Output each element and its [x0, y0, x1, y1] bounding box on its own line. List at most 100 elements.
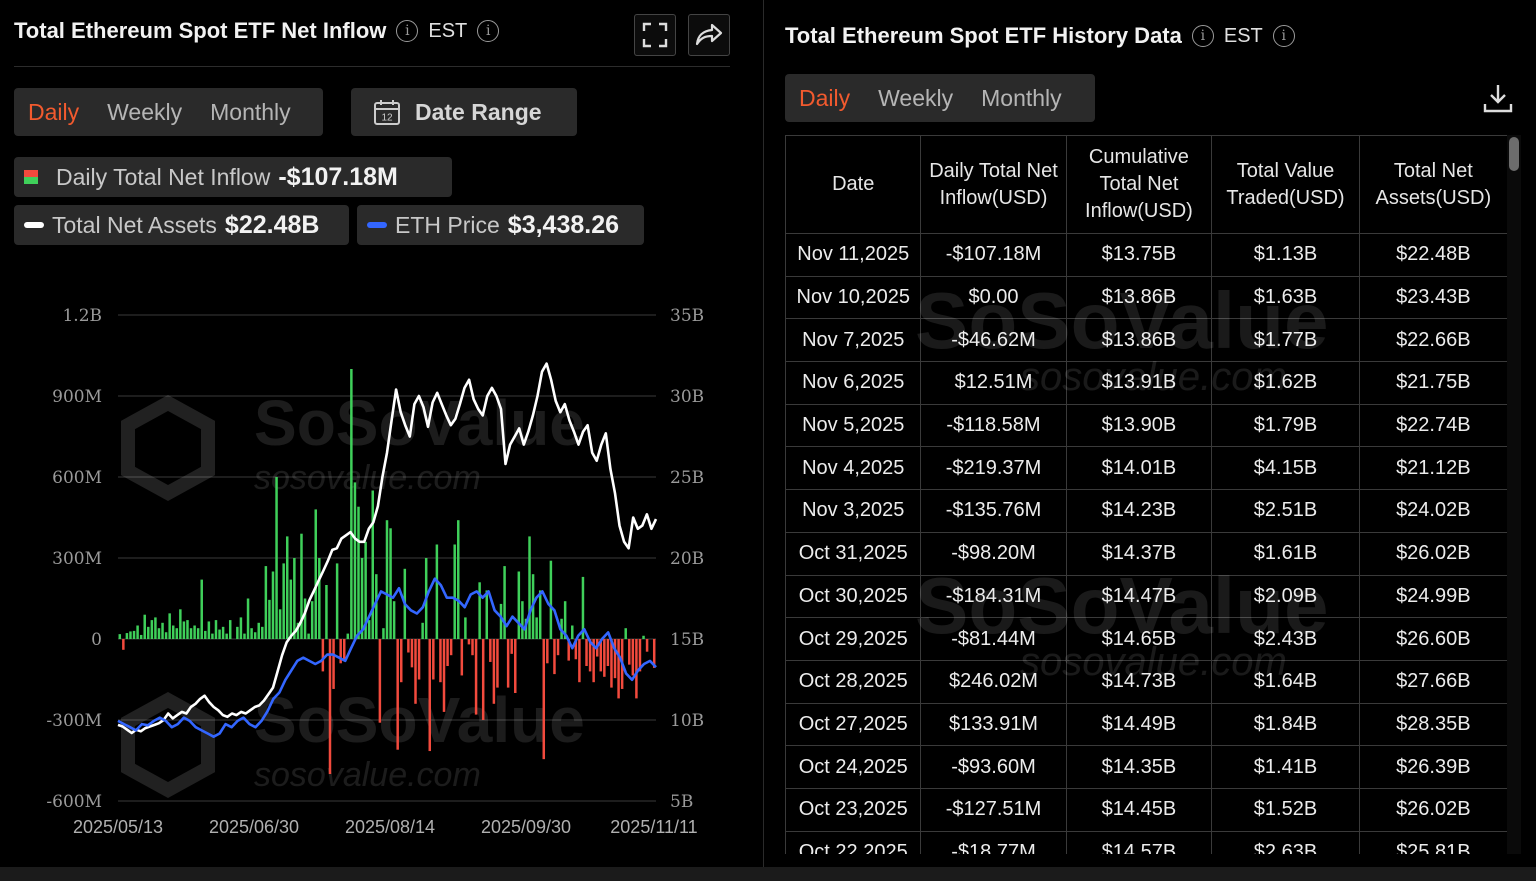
inflow-bar	[492, 639, 496, 704]
inflow-bar	[396, 639, 399, 750]
info-icon[interactable]: i	[396, 20, 419, 42]
x-tick-label: 2025/08/14	[345, 817, 435, 837]
inflow-bar	[171, 625, 175, 639]
legend-daily-inflow[interactable]: Daily Total Net Inflow -$107.18M	[14, 157, 452, 197]
tab-weekly[interactable]: Weekly	[107, 98, 183, 125]
inflow-bar	[211, 633, 214, 639]
watermark-url: sosovalue.com	[254, 756, 481, 794]
inflow-bar	[143, 614, 146, 639]
table-row[interactable]: Oct 31,2025 -$98.20M $14.37B $1.61B $26.02B	[785, 531, 1508, 576]
inflow-bar	[481, 639, 485, 720]
inflow-bar	[271, 571, 275, 639]
cell-date: Oct 30,2025	[785, 574, 922, 619]
inflow-bar	[246, 598, 250, 639]
tab-daily[interactable]: Daily	[28, 98, 80, 125]
table-row[interactable]: Nov 10,2025 $0.00 $13.86B $1.63B $23.43B	[785, 275, 1508, 320]
inflow-bar	[457, 520, 460, 639]
cell-net-assets: $25.81B	[1358, 830, 1508, 854]
cell-daily-inflow: -$81.44M	[920, 617, 1067, 661]
legend-inflow-label: Daily Total Net Inflow	[56, 163, 271, 190]
inflow-bar	[446, 639, 449, 666]
tab-weekly[interactable]: Weekly	[878, 84, 954, 111]
history-title-row: Total Ethereum Spot ETF History Data i E…	[785, 23, 1295, 49]
table-row[interactable]: Oct 30,2025 -$184.31M $14.47B $2.09B $24.99B	[785, 574, 1508, 619]
inflow-bar	[122, 639, 125, 650]
legend-total-net-assets[interactable]: Total Net Assets $22.48B	[14, 205, 349, 245]
panel-divider	[763, 0, 764, 881]
tab-monthly[interactable]: Monthly	[210, 98, 291, 125]
inflow-bar	[421, 622, 424, 639]
inflow-bar	[435, 544, 439, 639]
table-row[interactable]: Oct 23,2025 -$127.51M $14.45B $1.52B $26.02B	[785, 787, 1508, 832]
legend-assets-label: Total Net Assets	[52, 211, 217, 238]
download-icon[interactable]	[1482, 82, 1514, 114]
cell-value-traded: $1.64B	[1211, 659, 1360, 704]
cell-cumulative-inflow: $13.86B	[1065, 275, 1213, 320]
table-row[interactable]: Oct 29,2025 -$81.44M $14.65B $2.43B $26.60B	[785, 617, 1508, 661]
watermark-brand: SoSoValue	[254, 684, 585, 756]
legend-assets-value: $22.48B	[224, 210, 320, 239]
inflow-bar	[485, 590, 489, 639]
cell-value-traded: $1.52B	[1211, 787, 1360, 832]
inflow-bar	[139, 634, 143, 639]
x-tick-label: 2025/05/13	[73, 817, 163, 837]
cell-net-assets: $22.74B	[1358, 403, 1508, 448]
table-scrollbar[interactable]	[1507, 135, 1521, 854]
info-icon[interactable]: i	[1191, 25, 1214, 47]
cell-daily-inflow: $133.91M	[920, 702, 1067, 747]
inflow-bar	[496, 639, 499, 688]
share-icon[interactable]	[688, 14, 730, 56]
inflow-bar	[261, 626, 264, 639]
calendar-icon: 12	[374, 100, 400, 125]
table-row[interactable]: Oct 24,2025 -$93.60M $14.35B $1.41B $26.39B	[785, 745, 1508, 789]
scrollbar-thumb[interactable]	[1509, 137, 1519, 171]
inflow-bar	[186, 620, 189, 639]
table-row[interactable]: Nov 5,2025 -$118.58M $13.90B $1.79B $22.74B	[785, 403, 1508, 448]
tab-daily[interactable]: Daily	[799, 84, 851, 111]
info-icon[interactable]: i	[477, 20, 500, 42]
inflow-bar	[250, 628, 253, 639]
inflow-bar	[328, 639, 332, 774]
inflow-bar	[410, 639, 414, 668]
inflow-bar	[161, 622, 164, 639]
column-header-date[interactable]: Date	[785, 135, 922, 234]
inflow-bar	[360, 558, 364, 639]
cell-daily-inflow: $246.02M	[920, 659, 1067, 704]
column-header-value-traded[interactable]: Total Value Traded(USD)	[1211, 135, 1360, 234]
fullscreen-icon[interactable]	[634, 14, 676, 56]
cell-net-assets: $27.66B	[1358, 659, 1508, 704]
y-right-tick-label: 5B	[670, 792, 693, 812]
cell-daily-inflow: -$93.60M	[920, 745, 1067, 789]
table-row[interactable]: Oct 22,2025 -$18.77M $14.57B $2.63B $25.81B	[785, 830, 1508, 854]
inflow-bar	[257, 622, 260, 639]
table-row[interactable]: Oct 27,2025 $133.91M $14.49B $1.84B $28.35B	[785, 702, 1508, 747]
legend-eth-price[interactable]: ETH Price $3,438.26	[357, 205, 644, 245]
column-header-net-assets[interactable]: Total Net Assets(USD)	[1358, 135, 1508, 234]
info-icon[interactable]: i	[1272, 25, 1295, 47]
date-range-button[interactable]: 12 Date Range	[351, 88, 577, 136]
x-tick-label: 2025/11/11	[610, 817, 697, 837]
table-row[interactable]: Nov 7,2025 -$46.62M $13.86B $1.77B $22.66B	[785, 318, 1508, 363]
cell-value-traded: $1.84B	[1211, 702, 1360, 747]
column-header-daily-inflow[interactable]: Daily Total Net Inflow(USD)	[920, 135, 1067, 234]
inflow-bar	[556, 639, 560, 656]
inflow-bar	[571, 625, 574, 639]
tab-monthly[interactable]: Monthly	[981, 84, 1062, 111]
table-row[interactable]: Oct 28,2025 $246.02M $14.73B $1.64B $27.66B	[785, 659, 1508, 704]
y-right-tick-label: 15B	[670, 630, 704, 650]
table-row[interactable]: Nov 11,2025 -$107.18M $13.75B $1.13B $22.48B	[785, 233, 1508, 277]
table-row[interactable]: Nov 3,2025 -$135.76M $14.23B $2.51B $24.02B	[785, 489, 1508, 533]
assets-legend-line	[24, 222, 44, 228]
legend-price-value: $3,438.26	[507, 210, 620, 239]
inflow-bar	[268, 599, 271, 639]
inflow-bar	[207, 621, 211, 639]
table-row[interactable]: Nov 4,2025 -$219.37M $14.01B $4.15B $21.12B	[785, 446, 1508, 491]
inflow-bar	[599, 639, 603, 672]
history-table: Date Daily Total Net Inflow(USD) Cumulat…	[785, 135, 1508, 854]
inflow-bar	[517, 571, 521, 639]
cell-daily-inflow: $0.00	[920, 275, 1067, 320]
table-row[interactable]: Nov 6,2025 $12.51M $13.91B $1.62B $21.75B	[785, 361, 1508, 405]
column-header-cumulative-inflow[interactable]: Cumulative Total Net Inflow(USD)	[1065, 135, 1213, 234]
inflow-bar	[264, 566, 268, 639]
inflow-bar	[157, 628, 161, 639]
